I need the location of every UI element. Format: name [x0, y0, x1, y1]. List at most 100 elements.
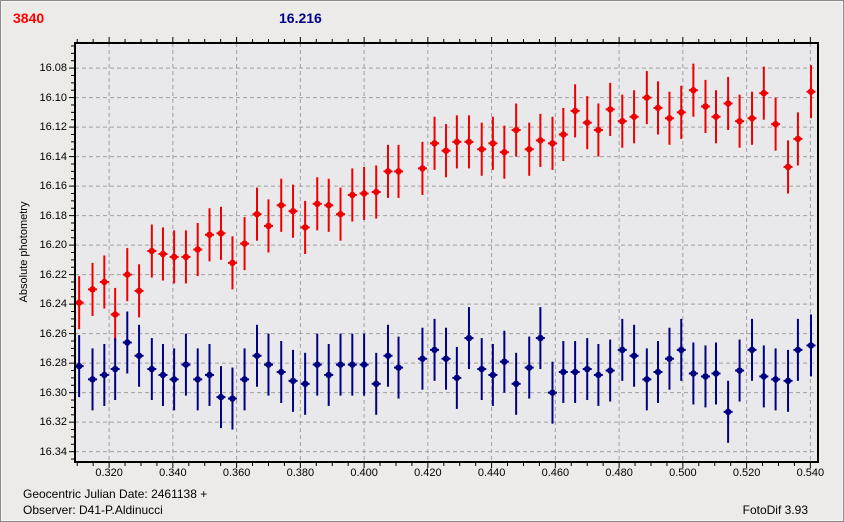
julian-date-label: Geocentric Julian Date: 2461138 +	[23, 487, 208, 501]
comparison-star-point	[419, 355, 426, 362]
target-3840-point	[419, 165, 426, 172]
y-tick-label: 16.26	[39, 327, 67, 340]
comparison-star-point	[384, 352, 392, 359]
target-3840-point	[584, 119, 591, 126]
target-3840-point	[182, 253, 190, 261]
comparison-star-point	[431, 346, 438, 354]
comparison-star-point	[206, 371, 213, 379]
comparison-star-point	[512, 380, 520, 388]
target-3840-point	[253, 210, 261, 218]
comparison-star-point	[89, 376, 96, 383]
comparison-star-point	[124, 339, 131, 346]
comparison-star-point	[794, 346, 802, 354]
comparison-star-point	[501, 358, 508, 365]
x-tick-label: 0.340	[159, 467, 187, 479]
comparison-star-point	[111, 365, 119, 373]
comparison-star-point	[537, 334, 544, 342]
target-3840-point	[360, 190, 368, 197]
x-tick-label: 0.480	[605, 467, 633, 479]
comparison-star-point	[478, 365, 485, 373]
target-3840-point	[384, 168, 392, 175]
comparison-star-point	[606, 367, 614, 374]
comparison-star-point	[584, 365, 591, 373]
target-3840-point	[736, 117, 743, 125]
y-tick-label: 16.10	[39, 91, 67, 104]
target-3840-point	[595, 126, 602, 134]
y-tick-label: 16.34	[39, 445, 67, 458]
y-tick-label: 16.20	[39, 239, 67, 252]
target-3840-point	[170, 253, 178, 261]
target-3840-point	[643, 94, 651, 101]
target-3840-point	[325, 202, 332, 209]
comparison-star-point	[619, 346, 626, 354]
target-3840-point	[465, 138, 473, 146]
comparison-star-point	[453, 374, 461, 382]
comparison-star-point	[253, 352, 261, 359]
comparison-star-point	[159, 371, 167, 379]
target-3840-point	[654, 104, 662, 112]
comparison-star-point	[325, 371, 332, 379]
comparison-star-point	[724, 408, 732, 416]
target-3840-point	[478, 146, 485, 153]
target-3840-point	[442, 147, 450, 154]
target-3840-point	[794, 135, 802, 143]
comparison-star-point	[595, 371, 602, 379]
comparison-star-point	[772, 376, 779, 383]
y-tick-label: 16.22	[39, 268, 67, 281]
target-3840-point	[301, 224, 309, 231]
comparison-star-point	[75, 362, 83, 370]
target-3840-point	[537, 137, 544, 144]
comparison-star-point	[678, 346, 685, 354]
comparison-star-point	[314, 361, 321, 368]
target-3840-point	[807, 88, 815, 95]
comparison-star-point	[170, 376, 178, 383]
y-tick-label: 16.32	[39, 416, 67, 429]
target-3840-point	[206, 231, 213, 238]
comparison-star-point	[489, 371, 497, 379]
comparison-star-point	[643, 376, 651, 383]
comparison-star-point	[736, 367, 743, 374]
target-3840-point	[712, 113, 720, 120]
target-3840-point	[159, 250, 167, 258]
target-3840-point	[690, 87, 697, 94]
comparison-star-point	[760, 373, 768, 380]
target-3840-point	[89, 286, 96, 293]
comparison-star-point	[442, 355, 450, 362]
target-3840-point	[571, 107, 579, 115]
target-3840-point	[489, 140, 497, 147]
target-3840-point	[373, 188, 380, 196]
target-3840-point	[241, 240, 248, 247]
comparison-star-point	[712, 370, 720, 377]
target-3840-point	[217, 230, 225, 237]
target-3840-point	[748, 115, 756, 122]
comparison-star-point	[301, 380, 309, 388]
comparison-star-point	[395, 364, 402, 371]
target-3840-point	[512, 126, 520, 134]
y-tick-label: 16.24	[39, 298, 67, 311]
target-3840-point	[760, 89, 768, 97]
target-3840-point	[431, 140, 438, 147]
target-3840-point	[265, 222, 272, 230]
target-3840-point	[501, 148, 508, 156]
target-3840-point	[666, 115, 673, 122]
target-3840-point	[619, 117, 626, 125]
target-3840-point	[395, 168, 402, 175]
y-tick-label: 16.18	[39, 209, 67, 222]
target-3840-point	[349, 191, 356, 199]
target-3840-point	[606, 106, 614, 113]
target-3840-point	[526, 146, 533, 153]
comparison-star-point	[571, 368, 579, 376]
comparison-star-point	[784, 377, 792, 385]
comparison-star-point	[337, 361, 344, 368]
comparison-star-point	[289, 377, 297, 385]
comparison-magnitude-label: 16.216	[279, 10, 322, 26]
x-tick-label: 0.500	[669, 467, 697, 479]
target-3840-point	[75, 299, 83, 306]
comparison-star-point	[549, 389, 556, 396]
y-tick-label: 16.28	[39, 357, 67, 370]
comparison-star-point	[807, 342, 815, 349]
target-3840-point	[124, 271, 131, 278]
y-tick-label: 16.08	[39, 62, 67, 75]
